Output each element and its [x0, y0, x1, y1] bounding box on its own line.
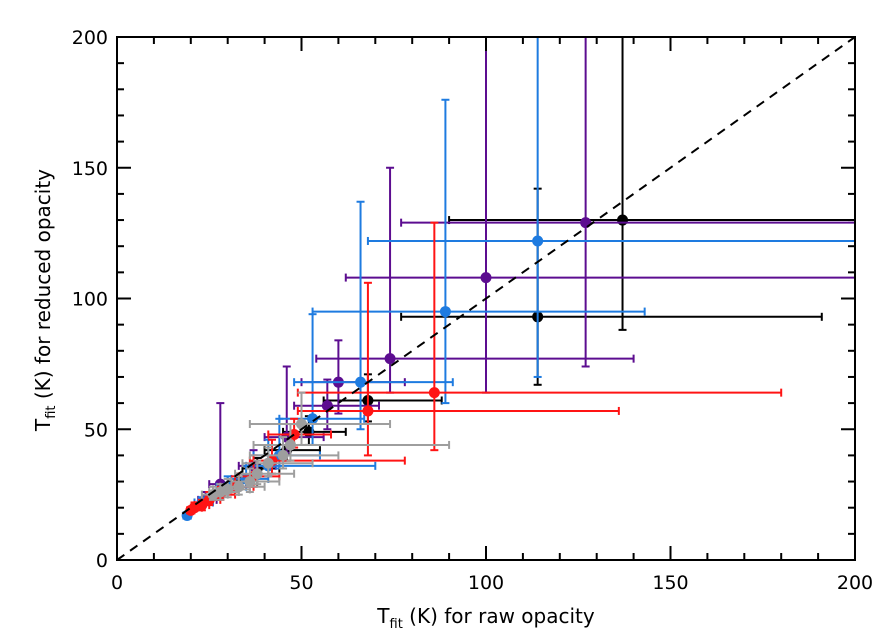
y-axis-label: Tfit (K) for reduced opacity — [31, 169, 59, 432]
x-axis-label-sub: fit — [390, 617, 403, 632]
x-tick-label: 200 — [837, 572, 873, 594]
data-point — [532, 235, 544, 247]
x-axis-label-main: T — [376, 604, 390, 628]
x-tick-label: 50 — [289, 572, 313, 594]
x-axis-label: Tfit (K) for raw opacity — [376, 604, 595, 632]
data-point — [277, 449, 289, 461]
identity-line — [116, 36, 856, 561]
y-tick-label: 200 — [72, 27, 108, 49]
data-point — [321, 400, 333, 412]
plot-frame — [116, 36, 856, 561]
y-tick-label: 100 — [72, 289, 108, 311]
x-tick-label: 150 — [652, 572, 688, 594]
data-point — [296, 418, 307, 430]
data-point — [284, 439, 296, 451]
data-point — [580, 217, 592, 229]
y-tick-label: 50 — [84, 419, 108, 441]
data-point — [428, 387, 440, 399]
data-point — [480, 272, 492, 284]
series-4 — [200, 391, 451, 501]
x-tick-label: 0 — [111, 572, 123, 594]
data-point — [307, 413, 319, 425]
data-point — [384, 353, 396, 365]
y-tick-label: 0 — [96, 550, 108, 572]
reference-line-layer — [116, 36, 856, 561]
y-axis-label-main: T — [31, 418, 55, 432]
data-point — [207, 489, 219, 501]
x-axis-label-rest: (K) for raw opacity — [403, 604, 595, 628]
data-point — [362, 405, 374, 417]
data-point — [251, 468, 263, 480]
data-point — [244, 476, 256, 488]
tick-labels: 0 50 100 150 200 0 50 100 150 200 — [72, 27, 873, 594]
y-axis-label-rest: (K) for reduced opacity — [31, 169, 55, 406]
data-point — [617, 214, 629, 226]
data-point — [262, 457, 274, 469]
x-tick-label: 100 — [468, 572, 504, 594]
data-point — [185, 504, 197, 516]
y-axis-label-sub: fit — [44, 406, 59, 419]
data-point — [439, 306, 451, 318]
data-layer — [181, 36, 856, 522]
y-tick-label: 150 — [72, 158, 108, 180]
data-point — [355, 376, 367, 388]
